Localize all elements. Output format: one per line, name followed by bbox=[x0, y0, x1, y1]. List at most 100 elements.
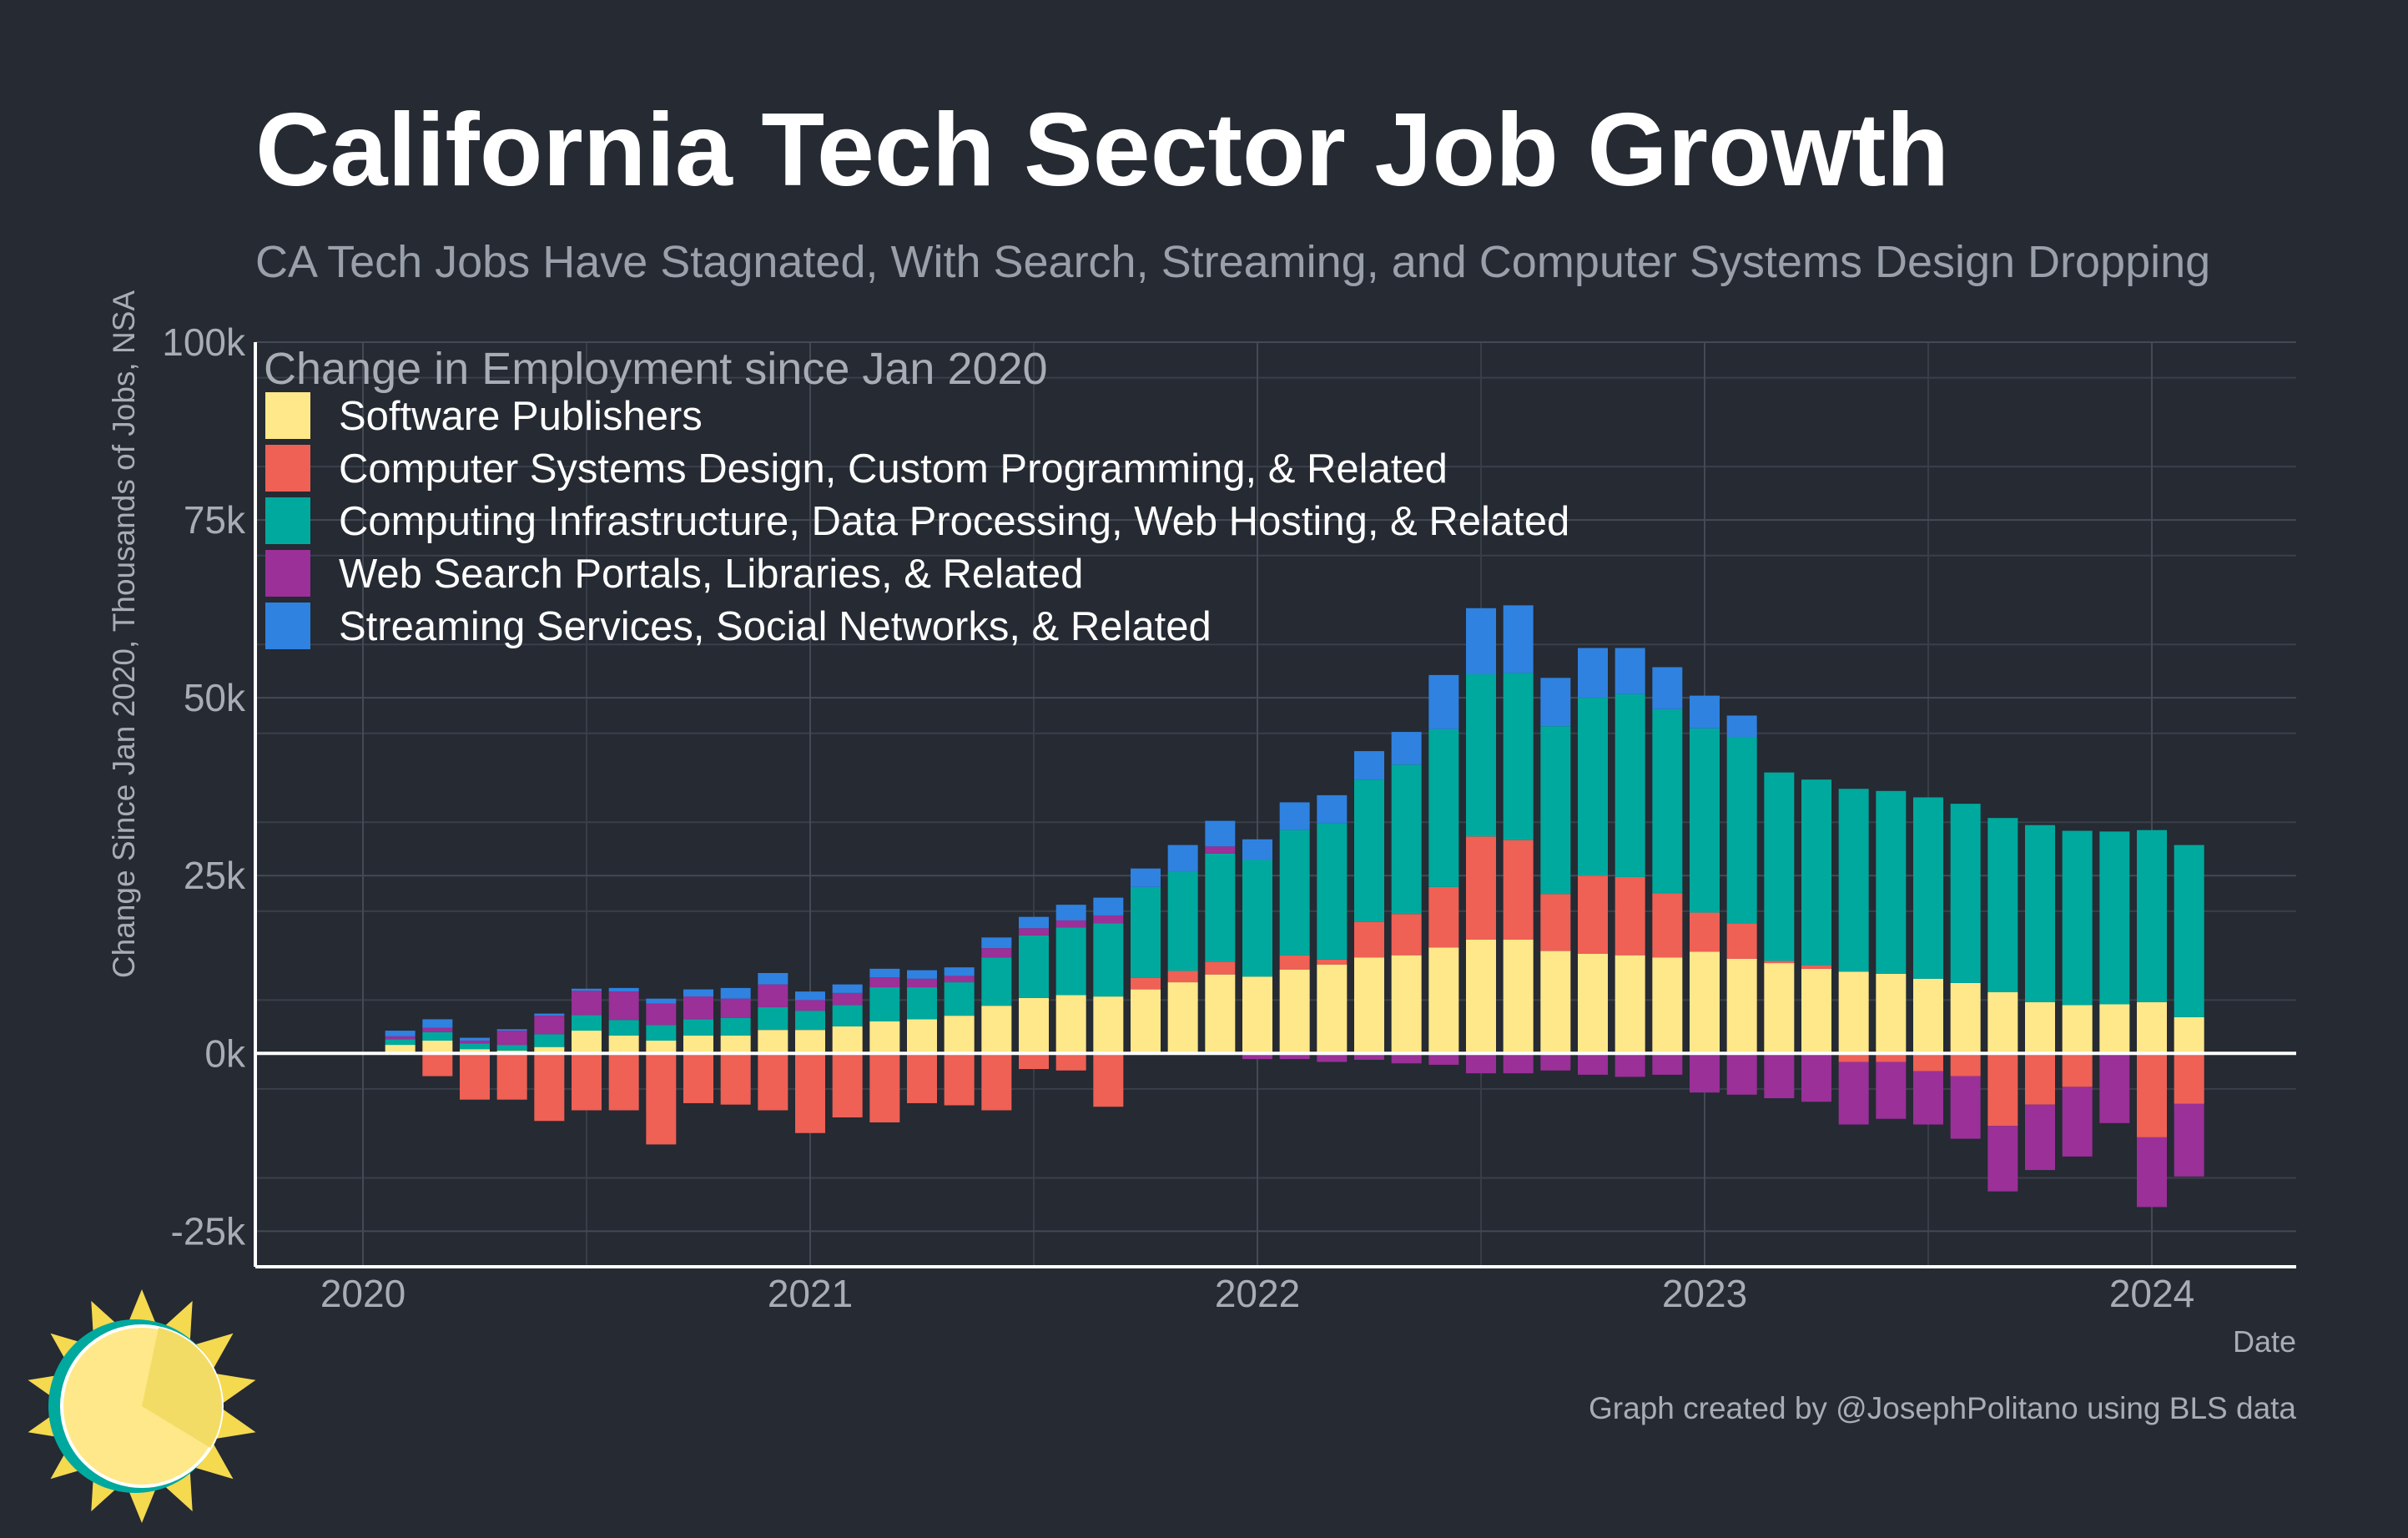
legend-label: Computer Systems Design, Custom Programm… bbox=[339, 446, 1448, 492]
bar-segment bbox=[2137, 1137, 2167, 1208]
bar-segment bbox=[944, 1053, 975, 1106]
legend-swatch bbox=[265, 497, 310, 544]
bar-segment bbox=[1131, 989, 1161, 1054]
legend-label: Software Publishers bbox=[339, 394, 703, 439]
bar-segment bbox=[1652, 893, 1683, 958]
bar-segment bbox=[422, 1031, 453, 1041]
bar-segment bbox=[1428, 886, 1459, 948]
bar-segment bbox=[1055, 927, 1086, 996]
bar-segment bbox=[981, 957, 1012, 1006]
bar-segment bbox=[1578, 1053, 1608, 1075]
bar-segment bbox=[1690, 1053, 1720, 1093]
bar-segment bbox=[1652, 708, 1683, 894]
bar-segment bbox=[1913, 978, 1943, 1054]
bar-segment bbox=[608, 987, 639, 992]
bar-segment bbox=[1093, 1053, 1124, 1107]
bar-segment bbox=[981, 1006, 1012, 1054]
bar-segment bbox=[2174, 845, 2204, 1017]
bar-segment bbox=[2099, 1053, 2130, 1123]
bar-segment bbox=[1167, 871, 1198, 971]
bar-segment bbox=[1987, 1126, 2018, 1192]
legend-swatch bbox=[265, 603, 310, 649]
bar-segment bbox=[1540, 951, 1571, 1054]
bar-segment bbox=[1093, 897, 1124, 915]
bar-segment bbox=[460, 1037, 490, 1041]
bar-segment bbox=[1428, 1053, 1459, 1065]
bar-segment bbox=[1838, 789, 1869, 972]
bar-segment bbox=[683, 1019, 713, 1036]
bar-segment bbox=[1055, 920, 1086, 928]
bar-segment bbox=[1876, 1061, 1907, 1119]
bar-segment bbox=[608, 1036, 639, 1054]
bar-segment bbox=[795, 1053, 825, 1133]
bar-segment bbox=[1466, 836, 1496, 940]
bar-segment bbox=[1279, 830, 1310, 956]
bar-segment bbox=[2137, 1001, 2167, 1054]
bar-segment bbox=[2137, 1053, 2167, 1137]
bar-segment bbox=[758, 984, 788, 1007]
bar-segment bbox=[795, 1030, 825, 1054]
bar-segment bbox=[2174, 1103, 2204, 1177]
bar-segment bbox=[1354, 779, 1384, 922]
bar-segment bbox=[720, 1036, 751, 1054]
bar-segment bbox=[1205, 974, 1236, 1054]
bar-segment bbox=[1242, 860, 1272, 977]
bar-segment bbox=[1838, 971, 1869, 1054]
bar-segment bbox=[1466, 939, 1496, 1054]
axes: -25k 0k 25k 50k 75k 100k 2020 2021 2022 2023 2024 bbox=[162, 320, 2296, 1315]
bar-segment bbox=[1913, 1053, 1943, 1072]
bar-segment bbox=[534, 1053, 565, 1122]
bar-segment bbox=[981, 1053, 1012, 1111]
bar-segment bbox=[460, 1053, 490, 1100]
bar-segment bbox=[758, 1053, 788, 1111]
bar-segment bbox=[1764, 1053, 1795, 1099]
bar-segment bbox=[572, 1031, 602, 1054]
bar-segment bbox=[2025, 1104, 2055, 1171]
bar-segment bbox=[608, 1053, 639, 1111]
bar-segment bbox=[422, 1019, 453, 1028]
bar-segment bbox=[1615, 648, 1645, 694]
bar-segment bbox=[2025, 1053, 2055, 1105]
bar-segment bbox=[2174, 1016, 2204, 1054]
x-tick-label: 2022 bbox=[1215, 1272, 1300, 1315]
bar-segment bbox=[1690, 912, 1720, 952]
bar-segment bbox=[1690, 951, 1720, 1054]
bar-segment bbox=[2025, 1001, 2055, 1054]
bar-segment bbox=[907, 970, 937, 979]
bar-segment bbox=[608, 1020, 639, 1036]
bar-segment bbox=[1726, 1053, 1757, 1095]
bar-segment bbox=[683, 996, 713, 1020]
legend-swatch bbox=[265, 445, 310, 492]
bar-segment bbox=[1838, 1061, 1869, 1125]
bar-segment bbox=[1876, 790, 1907, 974]
bar-segment bbox=[1987, 1053, 2018, 1127]
bar-segment bbox=[1540, 1053, 1571, 1071]
chart-title: California Tech Sector Job Growth bbox=[255, 93, 1949, 208]
bar-segment bbox=[1801, 968, 1831, 1054]
bar-segment bbox=[1317, 959, 1348, 965]
bar-segment bbox=[1093, 915, 1124, 924]
bar-segment bbox=[1093, 923, 1124, 997]
bars bbox=[385, 605, 2204, 1208]
bar-segment bbox=[422, 1053, 453, 1077]
bar-segment bbox=[1131, 868, 1161, 887]
bar-segment bbox=[1838, 1053, 1869, 1062]
bar-segment bbox=[534, 1034, 565, 1047]
bar-segment bbox=[572, 1053, 602, 1111]
bar-segment bbox=[1466, 608, 1496, 675]
bar-segment bbox=[2062, 1005, 2093, 1054]
bar-segment bbox=[1615, 955, 1645, 1054]
bar-segment bbox=[2174, 1053, 2204, 1104]
bar-segment bbox=[683, 989, 713, 997]
bar-segment bbox=[1578, 698, 1608, 876]
legend-title: Change in Employment since Jan 2020 bbox=[264, 344, 1048, 394]
bar-segment bbox=[944, 1016, 975, 1054]
bar-segment bbox=[1466, 674, 1496, 837]
bar-segment bbox=[496, 1053, 527, 1100]
bar-segment bbox=[1652, 1053, 1683, 1075]
bar-segment bbox=[646, 1053, 677, 1145]
bar-segment bbox=[496, 1029, 527, 1031]
bar-segment bbox=[1019, 997, 1049, 1054]
bar-segment bbox=[1540, 678, 1571, 727]
